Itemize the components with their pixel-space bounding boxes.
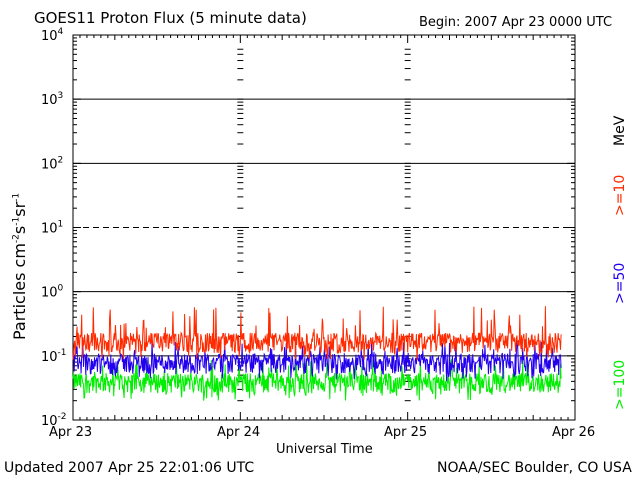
- series-line-ge10: [72, 306, 562, 361]
- x-tick-apr25: Apr 25: [384, 425, 428, 440]
- y-tick-label-5: 103: [41, 91, 63, 108]
- begin-time: Begin: 2007 Apr 23 0000 UTC: [419, 15, 613, 30]
- y-axis-label: Particles cm-2s-1sr-1: [10, 192, 29, 340]
- x-tick-apr24: Apr 24: [217, 425, 261, 440]
- y-tick-label-3: 101: [41, 220, 63, 237]
- legend-ge50: >=50: [612, 262, 628, 304]
- y-tick-label-6: 104: [41, 27, 64, 44]
- x-tick-apr23: Apr 23: [49, 425, 93, 440]
- source-credit: NOAA/SEC Boulder, CO USA: [437, 460, 632, 476]
- series-line-ge50: [72, 340, 562, 382]
- x-tick-apr26: Apr 26: [552, 425, 596, 440]
- legend-ge10: >=10: [612, 174, 628, 216]
- updated-timestamp: Updated 2007 Apr 25 22:01:06 UTC: [4, 460, 255, 476]
- chart-title: GOES11 Proton Flux (5 minute data): [34, 9, 307, 27]
- energy-unit-label: MeV: [612, 115, 628, 146]
- y-tick-label-2: 100: [41, 284, 64, 301]
- y-tick-label-1: 10-1: [41, 348, 67, 365]
- series-line-ge100: [72, 359, 562, 401]
- y-tick-label-4: 102: [41, 155, 63, 172]
- legend-ge100: >=100: [612, 359, 628, 410]
- x-axis-label: Universal Time: [276, 442, 373, 457]
